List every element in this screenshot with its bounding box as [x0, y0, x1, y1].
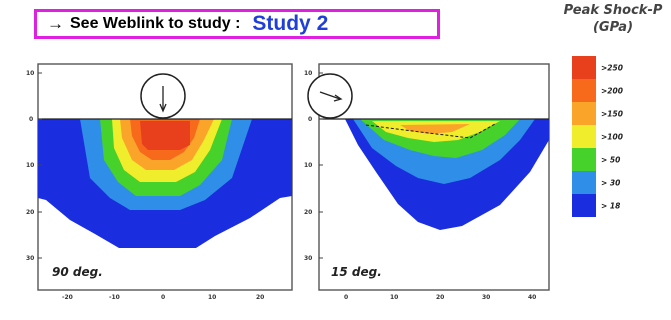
- y-tick-label: 30: [26, 255, 34, 262]
- legend-label: >100: [601, 133, 623, 142]
- y-tick-label: 0: [29, 116, 33, 123]
- angle-label: 15 deg.: [331, 265, 382, 279]
- y-tick-label: 10: [304, 162, 312, 169]
- y-tick-label: 0: [308, 116, 312, 123]
- legend-swatch: [572, 171, 596, 194]
- legend-label: > 30: [601, 179, 620, 188]
- x-tick-label: 20: [256, 294, 264, 301]
- y-tick-label: 10: [26, 70, 34, 77]
- pressure-legend: >250 >200 >150 >100 > 50 > 30 > 18: [572, 56, 623, 217]
- legend-title-unit: (GPa): [592, 20, 634, 35]
- y-tick-label: 20: [26, 209, 34, 216]
- arrow-right-icon: →: [47, 14, 64, 33]
- legend-swatch: [572, 194, 596, 217]
- legend-title-line1: Peak Shock-P: [563, 3, 663, 18]
- legend-label: >250: [601, 64, 623, 73]
- arrow-head-icon: [333, 94, 343, 102]
- angle-label: 90 deg.: [52, 265, 103, 279]
- legend-label: > 18: [601, 202, 620, 211]
- y-tick-label: 20: [304, 209, 312, 216]
- zone-gt-250: [140, 121, 190, 150]
- x-tick-label: 10: [208, 294, 216, 301]
- x-tick-label: 0: [161, 294, 165, 301]
- x-tick-label: -10: [109, 294, 120, 301]
- x-tick-label: 0: [344, 294, 348, 301]
- legend-title: Peak Shock-P (GPa): [548, 2, 671, 36]
- legend-swatch: [572, 148, 596, 171]
- legend-swatch: [572, 56, 596, 79]
- study-2-link[interactable]: Study 2: [252, 12, 329, 35]
- dashed-contour: [365, 123, 496, 139]
- y-tick-label: 10: [304, 70, 312, 77]
- x-tick-label: 30: [482, 294, 490, 301]
- legend-swatch: [572, 125, 596, 148]
- y-tick-label: 30: [304, 255, 312, 262]
- weblink-prompt: See Weblink to study :: [70, 15, 241, 32]
- x-tick-label: -20: [62, 294, 73, 301]
- x-tick-label: 40: [528, 294, 536, 301]
- x-tick-label: 20: [436, 294, 444, 301]
- legend-label: >200: [601, 87, 623, 96]
- legend-label: >150: [601, 110, 623, 119]
- panel-90-deg: 10 0 10 20 30 -20 -10 0 10 20 90 deg.: [26, 63, 293, 301]
- impact-direction-arrow-icon: [319, 91, 341, 100]
- x-tick-label: 10: [390, 294, 398, 301]
- legend-label: > 50: [601, 156, 620, 165]
- arrow-head-icon: [159, 103, 167, 113]
- weblink-banner: → See Weblink to study : Study 2: [34, 9, 440, 39]
- y-tick-label: 10: [26, 162, 34, 169]
- panel-15-deg: 10 0 10 20 30 0 10 20 30 40 15 deg.: [304, 63, 550, 301]
- legend-swatch: [572, 79, 596, 102]
- legend-swatch: [572, 102, 596, 125]
